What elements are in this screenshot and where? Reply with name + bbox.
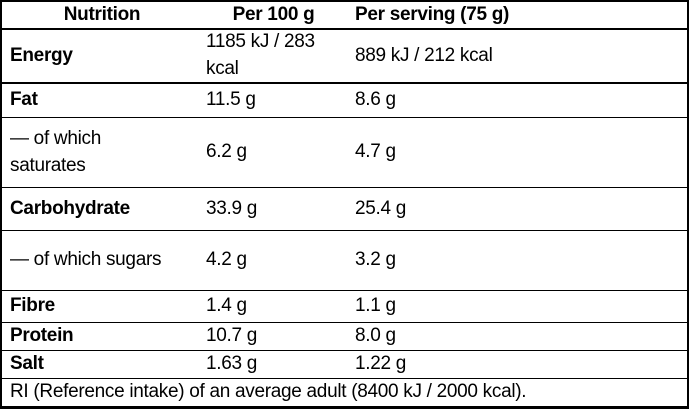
- per-serving-cell: 8.6 g: [355, 89, 396, 111]
- per-100g-cell: 33.9 g: [206, 197, 258, 219]
- table-row-saturates: — of which saturates 6.2 g 4.7 g: [2, 118, 687, 188]
- table-row-protein: Protein 10.7 g 8.0 g: [2, 323, 687, 351]
- column-header-per-serving: Per serving (75 g): [355, 3, 510, 25]
- nutrient-name-cell: Protein: [10, 325, 74, 347]
- per-serving-cell: 4.7 g: [355, 141, 396, 163]
- reference-intake-note: RI (Reference intake) of an average adul…: [10, 381, 527, 403]
- per-serving-cell: 889 kJ / 212 kcal: [355, 44, 493, 66]
- nutrient-name-cell: — of which saturates: [10, 127, 101, 176]
- per-100g-cell: 10.7 g: [206, 325, 258, 347]
- per-100g-cell: 11.5 g: [206, 89, 256, 111]
- per-100g-cell: 1185 kJ / 283 kcal: [206, 31, 315, 79]
- nutrient-name-cell: — of which sugars: [10, 249, 162, 271]
- per-serving-cell: 1.22 g: [355, 353, 407, 375]
- per-serving-cell: 25.4 g: [355, 197, 407, 219]
- table-row-fat: Fat 11.5 g 8.6 g: [2, 84, 687, 118]
- nutrient-name-cell: Fibre: [10, 295, 55, 317]
- per-serving-cell: 1.1 g: [355, 295, 396, 317]
- per-100g-cell: 6.2 g: [206, 141, 247, 163]
- table-row-fibre: Fibre 1.4 g 1.1 g: [2, 291, 687, 323]
- nutrient-name-cell: Fat: [10, 89, 38, 111]
- table-row-salt: Salt 1.63 g 1.22 g: [2, 351, 687, 379]
- per-100g-cell: 1.4 g: [206, 295, 247, 317]
- table-header-row: Nutrition Per 100 g Per serving (75 g): [2, 2, 687, 30]
- table-row-energy: Energy 1185 kJ / 283 kcal 889 kJ / 212 k…: [2, 30, 687, 84]
- column-header-per-100g: Per 100 g: [232, 3, 315, 25]
- per-serving-cell: 8.0 g: [355, 325, 396, 347]
- per-100g-cell: 1.63 g: [206, 353, 258, 375]
- nutrient-name-cell: Energy: [10, 44, 73, 66]
- nutrient-name-cell: Carbohydrate: [10, 197, 130, 219]
- per-serving-cell: 3.2 g: [355, 249, 396, 271]
- nutrient-name-cell: Salt: [10, 353, 44, 375]
- table-footer-row: RI (Reference intake) of an average adul…: [2, 379, 687, 406]
- table-row-sugars: — of which sugars 4.2 g 3.2 g: [2, 231, 687, 291]
- column-header-nutrient: Nutrition: [63, 3, 141, 25]
- per-100g-cell: 4.2 g: [206, 249, 247, 271]
- table-row-carbohydrate: Carbohydrate 33.9 g 25.4 g: [2, 188, 687, 231]
